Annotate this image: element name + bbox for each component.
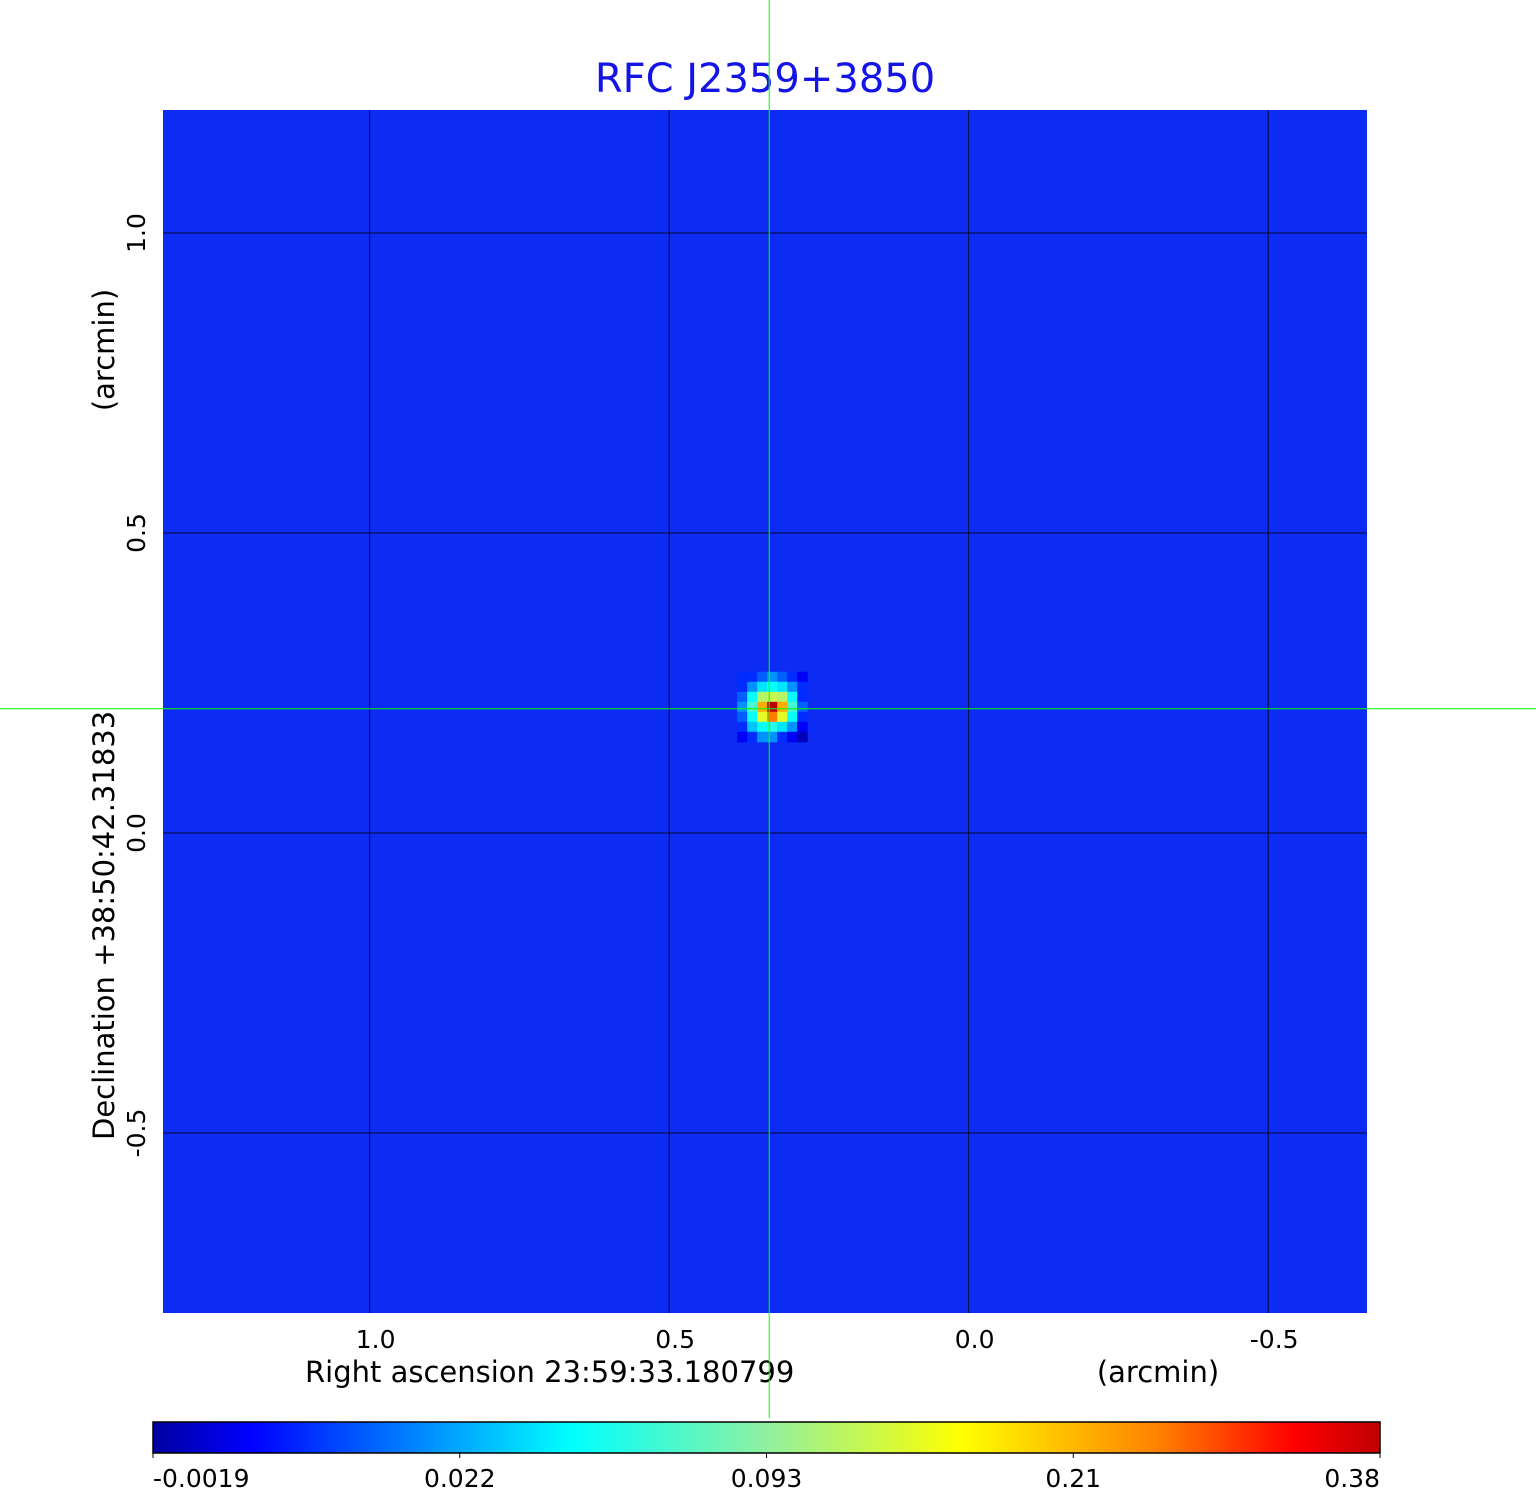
source-pixel xyxy=(787,691,798,703)
source-pixel xyxy=(767,691,778,703)
source-pixel xyxy=(797,731,808,743)
x-tick-label: 0.0 xyxy=(955,1325,995,1354)
crosshair xyxy=(0,0,1536,1418)
source-pixel xyxy=(757,731,768,743)
source-pixel xyxy=(787,701,798,713)
source-pixel xyxy=(737,701,748,713)
y-tick-label: -0.5 xyxy=(122,1109,151,1158)
source-pixel xyxy=(777,701,788,713)
source-pixel xyxy=(737,711,748,723)
source-pixel xyxy=(767,711,778,723)
colorbar-ticks: -0.0019 0.022 0.093 0.21 0.38 xyxy=(152,1453,1381,1493)
source-pixels xyxy=(737,671,808,743)
source-pixel xyxy=(787,731,798,743)
y-tick-label: 0.0 xyxy=(122,813,151,853)
source-pixel xyxy=(747,721,758,733)
source-pixel xyxy=(747,681,758,693)
source-pixel xyxy=(737,721,748,733)
source-pixel xyxy=(767,681,778,693)
source-pixel xyxy=(747,731,758,743)
source-pixel xyxy=(787,681,798,693)
source-pixel xyxy=(757,671,768,683)
source-pixel xyxy=(797,671,808,683)
source-pixel xyxy=(747,671,758,683)
y-tick-label: 1.0 xyxy=(122,213,151,253)
colorbar-tick-label: 0.38 xyxy=(1324,1464,1380,1493)
source-pixel xyxy=(797,711,808,723)
source-pixel xyxy=(777,711,788,723)
source-pixel xyxy=(757,721,768,733)
source-pixel xyxy=(747,701,758,713)
source-pixel xyxy=(737,681,748,693)
colorbar-tick-label: 0.21 xyxy=(1045,1464,1101,1493)
source-pixel xyxy=(797,681,808,693)
source-pixel xyxy=(777,731,788,743)
source-pixel xyxy=(777,681,788,693)
source-pixel xyxy=(747,691,758,703)
source-pixel xyxy=(767,731,778,743)
source-pixel xyxy=(777,721,788,733)
y-axis-label: Declination +38:50:42.31833 xyxy=(87,711,121,1140)
x-tick-label: -0.5 xyxy=(1250,1325,1299,1354)
chart-title: RFC J2359+3850 xyxy=(595,56,935,102)
x-axis-label: Right ascension 23:59:33.180799 xyxy=(305,1355,794,1389)
colorbar-tick-label: -0.0019 xyxy=(153,1464,250,1493)
source-pixel xyxy=(757,711,768,723)
y-tick-label: 0.5 xyxy=(122,513,151,553)
x-tick-label: 1.0 xyxy=(356,1325,396,1354)
source-pixel xyxy=(737,671,748,683)
source-pixel xyxy=(777,691,788,703)
source-pixel xyxy=(737,691,748,703)
colorbar xyxy=(152,1421,1381,1454)
colorbar-tick-label: 0.022 xyxy=(424,1464,496,1493)
source-pixel xyxy=(767,721,778,733)
grid-lines xyxy=(163,110,1367,1313)
source-pixel xyxy=(757,701,768,713)
source-pixel xyxy=(747,711,758,723)
source-pixel xyxy=(787,711,798,723)
x-axis-unit: (arcmin) xyxy=(1097,1355,1219,1389)
source-pixel xyxy=(797,701,808,713)
y-axis-unit: (arcmin) xyxy=(87,289,121,411)
source-pixel xyxy=(757,691,768,703)
x-tick-labels: 1.0 0.5 0.0 -0.5 xyxy=(356,1325,1299,1354)
source-pixel xyxy=(787,671,798,683)
source-pixel xyxy=(737,731,748,743)
source-pixel xyxy=(787,721,798,733)
source-pixel xyxy=(767,671,778,683)
source-pixel xyxy=(797,691,808,703)
source-pixel xyxy=(757,681,768,693)
x-tick-label: 0.5 xyxy=(655,1325,695,1354)
source-pixel xyxy=(767,701,778,713)
y-tick-labels: 1.0 0.5 0.0 -0.5 xyxy=(122,213,151,1157)
source-pixel xyxy=(777,671,788,683)
colorbar-tick-label: 0.093 xyxy=(731,1464,803,1493)
source-pixel xyxy=(797,721,808,733)
